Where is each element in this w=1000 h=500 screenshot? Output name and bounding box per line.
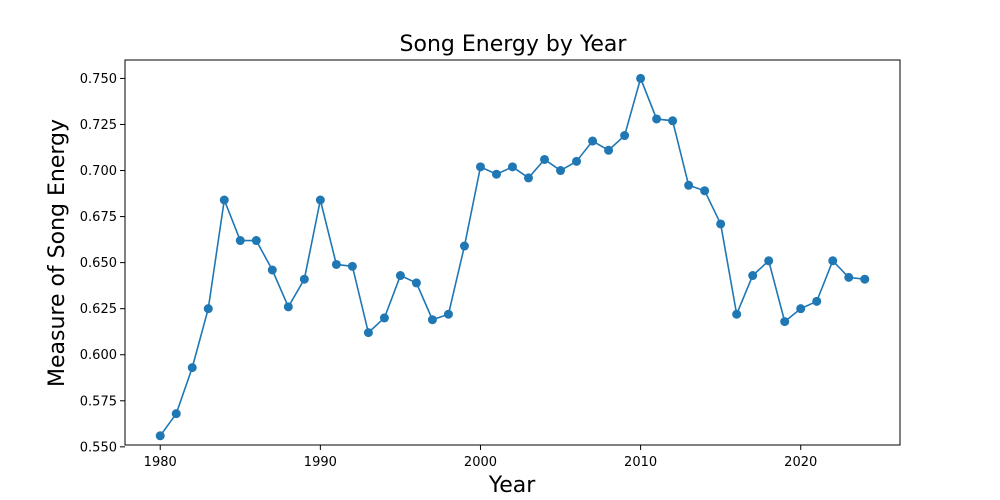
data-point: [572, 156, 582, 166]
data-point: [155, 431, 165, 441]
y-axis: 0.550 0.575 0.600 0.625 0.650 0.675 0.700 0.725…: [80, 72, 125, 455]
data-point: [652, 114, 662, 124]
data-point: [828, 256, 838, 266]
data-point: [475, 162, 485, 172]
y-tick-label: 0.625: [80, 302, 117, 317]
y-tick-label: 0.650: [80, 256, 117, 271]
x-tick-label: 1980: [144, 455, 177, 470]
x-axis: 1980 1990 2000 2010 2020: [144, 445, 817, 470]
y-tick-label: 0.575: [80, 394, 117, 409]
series-line: [159, 75, 865, 437]
data-point: [620, 131, 630, 141]
x-axis-label: Year: [488, 473, 537, 498]
data-point: [443, 309, 453, 319]
plot-frame: [124, 59, 901, 446]
data-point: [604, 145, 614, 155]
data-point: [812, 296, 822, 306]
data-point: [508, 162, 517, 172]
data-point: [427, 315, 437, 325]
y-tick-label: 0.550: [80, 440, 117, 455]
data-point: [491, 169, 501, 179]
data-point: [459, 241, 469, 251]
data-point: [235, 236, 245, 246]
data-point: [684, 180, 694, 190]
data-point: [636, 73, 646, 83]
y-tick-label: 0.600: [80, 348, 117, 363]
data-point: [540, 154, 550, 164]
data-point: [700, 186, 710, 196]
data-point: [844, 272, 854, 282]
data-point: [411, 278, 421, 288]
y-tick-label: 0.725: [80, 118, 117, 133]
data-point: [748, 271, 758, 281]
x-tick-label: 2000: [464, 455, 497, 470]
chart-title: Song Energy by Year: [400, 32, 628, 57]
data-point: [524, 173, 534, 183]
y-tick-label: 0.750: [80, 72, 117, 87]
y-tick-label: 0.675: [80, 210, 117, 225]
y-tick-label: 0.700: [80, 164, 117, 179]
data-point: [347, 261, 357, 271]
data-point: [716, 219, 726, 229]
data-point: [283, 302, 293, 312]
x-tick-label: 2020: [784, 455, 817, 470]
series-layer: [155, 73, 870, 441]
data-point: [187, 363, 197, 373]
data-point: [395, 271, 405, 281]
data-point: [331, 259, 341, 269]
x-tick-label: 1990: [304, 455, 337, 470]
data-point: [363, 328, 373, 338]
plot-area: 1980 1990 2000 2010 2020 0.550 0.575 0.600 0.62…: [80, 59, 901, 470]
data-point: [203, 304, 213, 314]
data-point: [860, 274, 870, 284]
data-point: [796, 304, 806, 314]
data-point: [556, 166, 566, 176]
x-tick-label: 2010: [624, 455, 657, 470]
data-point: [171, 409, 181, 419]
data-point: [267, 265, 277, 275]
data-point: [732, 309, 742, 319]
data-point: [764, 256, 774, 266]
data-point: [251, 236, 261, 246]
data-point: [299, 274, 309, 284]
data-point: [315, 195, 325, 205]
data-point: [219, 195, 229, 205]
data-point: [668, 116, 678, 126]
y-axis-label: Measure of Song Energy: [45, 119, 70, 387]
data-point: [379, 313, 389, 323]
data-point: [780, 317, 790, 327]
data-point: [588, 136, 598, 146]
